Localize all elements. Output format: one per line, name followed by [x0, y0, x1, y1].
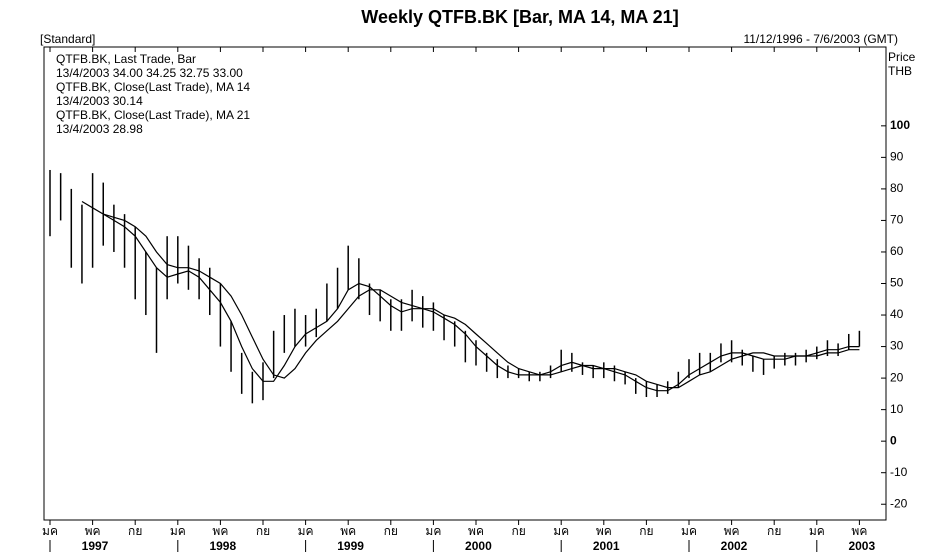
- x-tick-label: พค: [724, 524, 740, 538]
- x-tick-label: พค: [851, 524, 867, 538]
- x-tick-label: มค: [42, 524, 58, 538]
- ma-line: [103, 213, 860, 389]
- x-tick-label: มค: [681, 524, 697, 538]
- x-tick-label: มค: [809, 524, 825, 538]
- y-tick-label: -20: [890, 496, 908, 510]
- x-tick-label: พค: [596, 524, 612, 538]
- y-tick-label: 60: [890, 244, 904, 258]
- year-label: 2000: [465, 539, 492, 553]
- x-tick-label: กย: [256, 524, 270, 538]
- x-tick-label: กย: [384, 524, 398, 538]
- x-tick-label: พค: [340, 524, 356, 538]
- x-tick-label: กย: [767, 524, 781, 538]
- y-tick-label: 80: [890, 181, 904, 195]
- x-tick-label: พค: [212, 524, 228, 538]
- x-tick-label: กย: [511, 524, 525, 538]
- x-tick-label: พค: [468, 524, 484, 538]
- year-label: 1997: [82, 539, 109, 553]
- y-tick-label: 70: [890, 213, 904, 227]
- x-tick-label: มค: [425, 524, 441, 538]
- chart-title: Weekly QTFB.BK [Bar, MA 14, MA 21]: [361, 7, 678, 27]
- year-label: 1998: [209, 539, 236, 553]
- x-tick-label: พค: [85, 524, 101, 538]
- y-label: Price: [888, 50, 916, 64]
- y-tick-label: 20: [890, 370, 904, 384]
- x-tick-label: มค: [298, 524, 314, 538]
- year-label: 2002: [721, 539, 748, 553]
- y-tick-label: 50: [890, 276, 904, 290]
- y-tick-label: 30: [890, 339, 904, 353]
- year-label: 1999: [337, 539, 364, 553]
- date-range: 11/12/1996 - 7/6/2003 (GMT): [743, 32, 898, 46]
- year-label: 2001: [593, 539, 620, 553]
- legend-text: 13/4/2003 28.98: [56, 122, 143, 136]
- y-tick-label: 0: [890, 433, 897, 447]
- legend-text: QTFB.BK, Close(Last Trade), MA 14: [56, 80, 250, 94]
- y-tick-label: 90: [890, 150, 904, 164]
- subtitle: [Standard]: [40, 32, 95, 46]
- year-label: 2003: [848, 539, 875, 553]
- y-tick-label: 100: [890, 118, 910, 132]
- legend-text: 13/4/2003 34.00 34.25 32.75 33.00: [56, 66, 243, 80]
- y-tick-label: 10: [890, 402, 904, 416]
- x-tick-label: กย: [128, 524, 142, 538]
- legend-text: QTFB.BK, Close(Last Trade), MA 21: [56, 108, 250, 122]
- ma-line: [81, 200, 860, 392]
- x-tick-label: มค: [553, 524, 569, 538]
- y-tick-label: -10: [890, 465, 908, 479]
- y-label: THB: [888, 64, 912, 78]
- y-tick-label: 40: [890, 307, 904, 321]
- legend-text: 13/4/2003 30.14: [56, 94, 143, 108]
- legend-text: QTFB.BK, Last Trade, Bar: [56, 52, 196, 66]
- x-tick-label: มค: [170, 524, 186, 538]
- x-tick-label: กย: [639, 524, 653, 538]
